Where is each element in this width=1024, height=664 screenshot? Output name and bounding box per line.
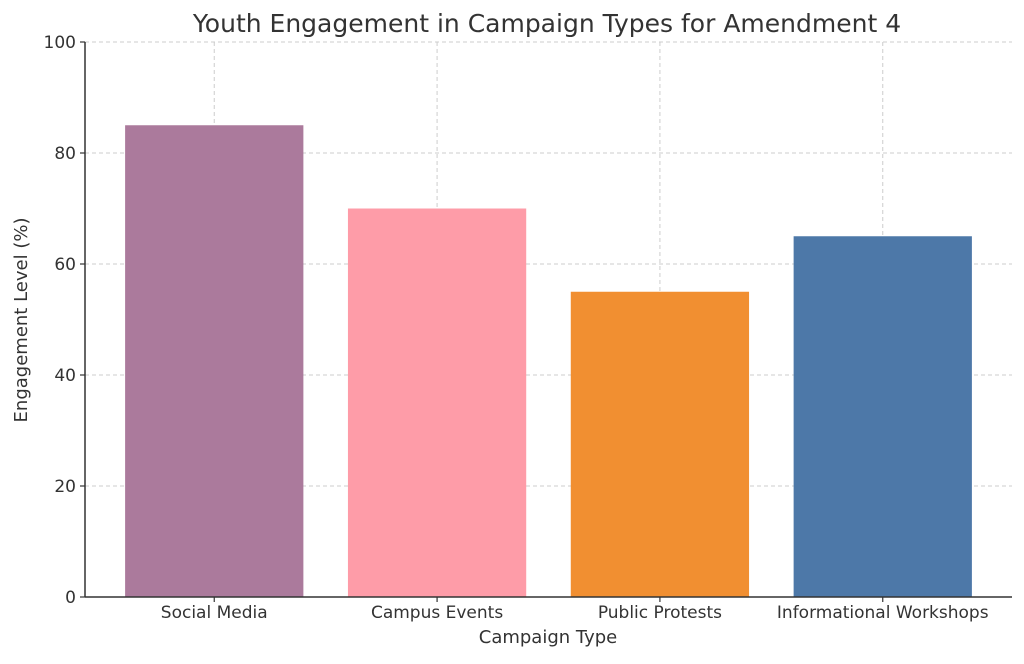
axes xyxy=(80,41,1012,602)
y-tick-label: 40 xyxy=(54,366,76,386)
y-tick-label: 60 xyxy=(54,255,76,275)
bars xyxy=(125,125,972,597)
y-tick-label: 100 xyxy=(44,33,76,53)
y-tick-label: 20 xyxy=(54,477,76,497)
x-tick-label: Social Media xyxy=(161,603,268,623)
y-tick-label: 0 xyxy=(65,588,76,608)
bar-campus-events xyxy=(347,208,527,597)
chart-title: Youth Engagement in Campaign Types for A… xyxy=(192,9,901,38)
bar-social-media xyxy=(125,125,304,597)
x-axis-label: Campaign Type xyxy=(479,627,618,648)
x-tick-labels: Social Media Campus Events Public Protests… xyxy=(161,603,989,623)
x-tick-label: Campus Events xyxy=(371,603,503,623)
bar-informational-workshops xyxy=(793,236,972,597)
x-tick-label: Public Protests xyxy=(598,603,722,623)
y-tick-label: 80 xyxy=(54,144,76,164)
x-tick-label: Informational Workshops xyxy=(777,603,989,623)
bar-public-protests xyxy=(570,291,750,597)
y-tick-labels: 0 20 40 60 80 100 xyxy=(44,33,76,608)
y-axis-label: Engagement Level (%) xyxy=(11,218,32,423)
